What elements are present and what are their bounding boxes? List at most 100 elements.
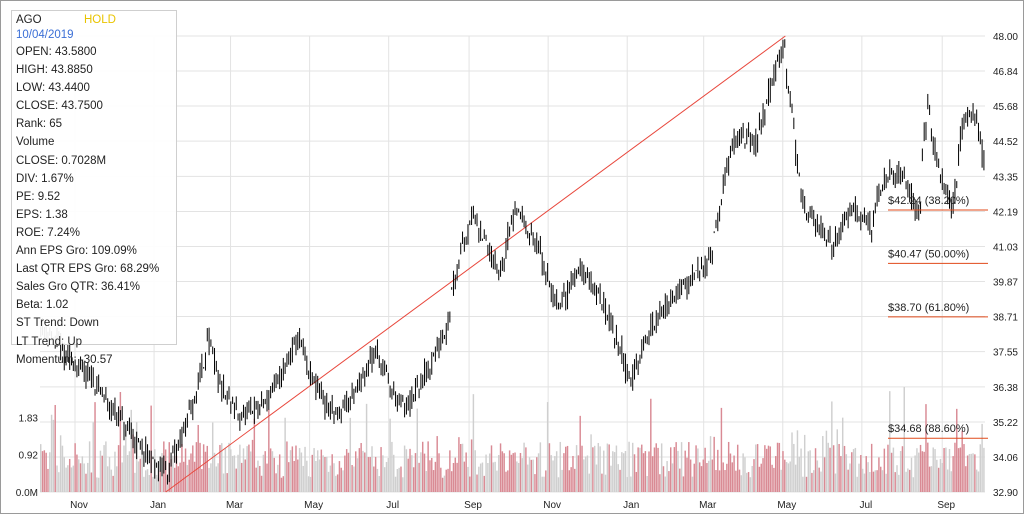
volume-bar <box>755 444 757 492</box>
volume-bar <box>49 452 51 492</box>
info-panel: AGO HOLD 10/04/2019 OPEN: 43.5800 HIGH: 4… <box>11 10 177 366</box>
volume-bar <box>105 441 107 492</box>
volume-bar <box>479 463 482 492</box>
volume-bar <box>400 466 402 492</box>
volume-bar <box>235 468 237 492</box>
volume-bar <box>250 451 252 492</box>
volume-bar <box>41 451 44 492</box>
volume-bar <box>979 444 982 492</box>
volume-bar <box>164 449 167 492</box>
volume-bar <box>657 447 659 492</box>
volume-bar <box>262 454 265 492</box>
volume-bar <box>950 471 953 492</box>
volume-bar <box>117 445 120 492</box>
volume-bar <box>948 448 951 492</box>
volume-bar <box>510 454 513 492</box>
volume-bar <box>664 476 667 492</box>
info-momentum: Momentum: -30.57 <box>16 353 113 366</box>
price-tick-label: 43.35 <box>993 172 1018 183</box>
volume-bar <box>896 465 898 492</box>
ticker-symbol: AGO <box>16 14 42 26</box>
volume-bar <box>418 462 420 492</box>
volume-bar <box>825 430 828 492</box>
month-tick-label: Jul <box>386 500 399 511</box>
volume-bar <box>478 466 480 492</box>
month-tick-label: Nov <box>543 500 561 511</box>
volume-bar <box>736 444 739 492</box>
volume-bar <box>539 442 542 492</box>
volume-bar <box>356 458 359 492</box>
volume-bar <box>204 451 207 492</box>
info-high: HIGH: 43.8850 <box>16 64 93 77</box>
volume-bar <box>845 454 848 492</box>
volume-bar <box>843 445 846 492</box>
volume-bar <box>726 463 728 492</box>
volume-bar <box>83 463 85 492</box>
volume-bar <box>96 477 98 492</box>
month-tick-label: Sep <box>937 500 955 511</box>
volume-tick-label: 0.0M <box>16 488 38 499</box>
volume-bar <box>702 459 705 492</box>
volume-bar <box>172 455 174 492</box>
volume-bar <box>421 441 424 492</box>
volume-bar <box>420 452 422 492</box>
volume-bar <box>983 447 985 492</box>
volume-bar <box>760 463 762 492</box>
volume-bar <box>633 454 636 492</box>
volume-bar <box>642 453 645 492</box>
volume-bar <box>593 445 596 492</box>
volume-bar <box>823 457 826 492</box>
volume-bar <box>271 451 274 492</box>
volume-bar <box>505 471 507 492</box>
volume-bar <box>336 474 339 492</box>
volume-bar <box>956 408 958 492</box>
volume-bar <box>432 470 435 492</box>
volume-bar <box>829 447 831 492</box>
volume-bar <box>528 457 531 492</box>
volume-bar <box>966 455 969 492</box>
volume-bar <box>590 434 592 492</box>
month-tick-label: Jul <box>859 500 872 511</box>
volume-bar <box>507 470 509 492</box>
volume-bar <box>492 462 495 492</box>
volume-bar <box>613 452 616 492</box>
volume-bar <box>244 459 247 492</box>
volume-bar <box>159 470 161 492</box>
volume-bar <box>559 441 562 492</box>
volume-bar <box>351 465 353 492</box>
volume-bar <box>436 436 438 492</box>
volume-bar <box>496 470 498 492</box>
volume-bar <box>856 476 858 492</box>
volume-bar <box>849 463 851 492</box>
volume-bar <box>302 465 304 492</box>
volume-bar <box>554 456 556 492</box>
volume-bar <box>345 449 348 492</box>
volume-bar <box>380 447 382 492</box>
volume-bar <box>423 453 426 492</box>
volume-bar <box>686 457 688 492</box>
volume-bar <box>275 473 277 492</box>
volume-bar <box>461 443 464 492</box>
volume-bar <box>74 443 76 492</box>
volume-bar <box>65 467 67 492</box>
volume-bar <box>179 462 181 492</box>
volume-bar <box>63 457 65 492</box>
volume-bar <box>472 394 475 492</box>
volume-bar <box>780 469 782 492</box>
volume-bar <box>434 461 437 492</box>
volume-bar <box>470 439 473 492</box>
volume-bar <box>342 470 344 492</box>
volume-bar <box>870 443 873 492</box>
volume-bar <box>476 474 478 492</box>
volume-bar <box>316 450 319 492</box>
month-tick-label: Sep <box>464 500 482 511</box>
volume-bar <box>890 452 893 492</box>
volume-bar <box>329 465 332 492</box>
volume-bar <box>847 469 849 492</box>
volume-bar <box>280 477 283 492</box>
volume-bar <box>910 457 913 492</box>
volume-bar <box>930 466 933 492</box>
volume-bar <box>208 467 210 492</box>
volume-bar <box>688 442 690 492</box>
volume-bar <box>782 451 784 492</box>
